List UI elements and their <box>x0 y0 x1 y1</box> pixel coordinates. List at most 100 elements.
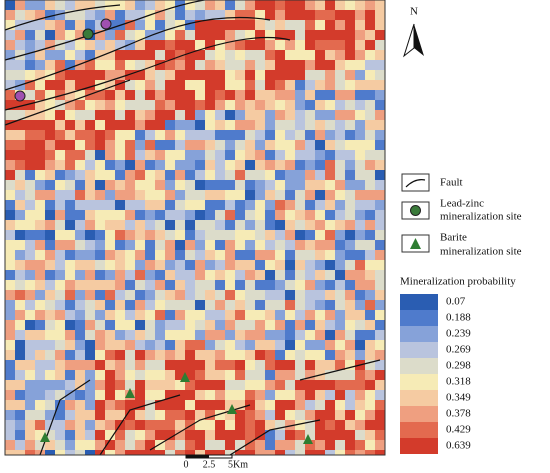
raster-cell <box>255 210 265 220</box>
raster-cell <box>275 140 285 150</box>
raster-cell <box>35 30 45 40</box>
raster-cell <box>5 250 15 260</box>
raster-cell <box>125 270 135 280</box>
raster-cell <box>85 230 95 240</box>
raster-cell <box>15 290 25 300</box>
class-label: 0.639 <box>446 440 471 452</box>
raster-cell <box>245 90 255 100</box>
fault <box>4 79 131 126</box>
raster-cell <box>275 200 285 210</box>
raster-cell <box>275 220 285 230</box>
raster-cell <box>45 200 55 210</box>
raster-cell <box>15 150 25 160</box>
raster-cell <box>165 0 175 10</box>
raster-cell <box>175 140 185 150</box>
legend-barite-symbol <box>410 238 421 249</box>
raster-cell <box>255 400 265 410</box>
raster-cell <box>205 160 215 170</box>
raster-cell <box>195 390 205 400</box>
raster-cell <box>15 30 25 40</box>
raster-cell <box>95 210 105 220</box>
raster-cell <box>35 400 45 410</box>
raster-cell <box>185 240 195 250</box>
raster-cell <box>155 0 165 10</box>
raster-cell <box>265 140 275 150</box>
raster-cell <box>345 260 355 270</box>
raster-cell <box>365 280 375 290</box>
raster-cell <box>305 50 315 60</box>
raster-cell <box>95 90 105 100</box>
raster-cell <box>195 270 205 280</box>
raster-cell <box>185 330 195 340</box>
raster-cell <box>165 200 175 210</box>
raster-cell <box>255 390 265 400</box>
raster-cell <box>25 120 35 130</box>
raster-cell <box>275 130 285 140</box>
raster-cell <box>195 50 205 60</box>
raster-cell <box>335 190 345 200</box>
raster-cell <box>135 140 145 150</box>
raster-cell <box>5 390 15 400</box>
raster-cell <box>55 50 65 60</box>
raster-cell <box>25 450 35 455</box>
raster-cell <box>15 300 25 310</box>
raster-cell <box>215 430 225 440</box>
raster-cell <box>345 70 355 80</box>
scale-label: 0 <box>184 459 189 470</box>
raster-cell <box>65 140 75 150</box>
raster-cell <box>65 180 75 190</box>
raster-cell <box>305 350 315 360</box>
raster-cell <box>175 170 185 180</box>
raster-cell <box>75 180 85 190</box>
raster-cell <box>225 250 235 260</box>
raster-cell <box>305 380 315 390</box>
raster-cell <box>55 430 65 440</box>
raster-cell <box>375 330 385 340</box>
raster-cell <box>345 230 355 240</box>
raster-cell <box>165 240 175 250</box>
raster-cell <box>145 20 155 30</box>
raster-cell <box>145 180 155 190</box>
raster-cell <box>355 130 365 140</box>
raster-cell <box>375 400 385 410</box>
raster-cell <box>325 60 335 70</box>
raster-cell <box>155 290 165 300</box>
raster-cell <box>205 290 215 300</box>
raster-cell <box>235 310 245 320</box>
raster-cell <box>235 280 245 290</box>
raster-cell <box>235 400 245 410</box>
raster-cell <box>255 430 265 440</box>
raster-cell <box>125 60 135 70</box>
raster-cell <box>75 10 85 20</box>
raster-cell <box>305 130 315 140</box>
raster-cell <box>165 20 175 30</box>
raster-cell <box>105 210 115 220</box>
raster-cell <box>5 180 15 190</box>
raster-cell <box>305 280 315 290</box>
raster-cell <box>295 40 305 50</box>
raster-cell <box>85 110 95 120</box>
raster-cell <box>145 300 155 310</box>
raster-cell <box>55 130 65 140</box>
raster-cell <box>375 250 385 260</box>
raster-cell <box>195 350 205 360</box>
raster-cell <box>215 120 225 130</box>
raster-cell <box>175 350 185 360</box>
raster-cell <box>345 350 355 360</box>
raster-cell <box>365 220 375 230</box>
raster-cell <box>345 20 355 30</box>
raster-cell <box>305 290 315 300</box>
raster-cell <box>15 370 25 380</box>
raster-cell <box>235 30 245 40</box>
raster-cell <box>245 110 255 120</box>
raster-cell <box>355 410 365 420</box>
raster-cell <box>265 260 275 270</box>
raster-cell <box>5 290 15 300</box>
raster-cell <box>95 30 105 40</box>
raster-cell <box>225 120 235 130</box>
raster-cell <box>285 70 295 80</box>
raster-cell <box>335 360 345 370</box>
raster-cell <box>145 340 155 350</box>
raster-cell <box>305 390 315 400</box>
raster-cell <box>245 130 255 140</box>
